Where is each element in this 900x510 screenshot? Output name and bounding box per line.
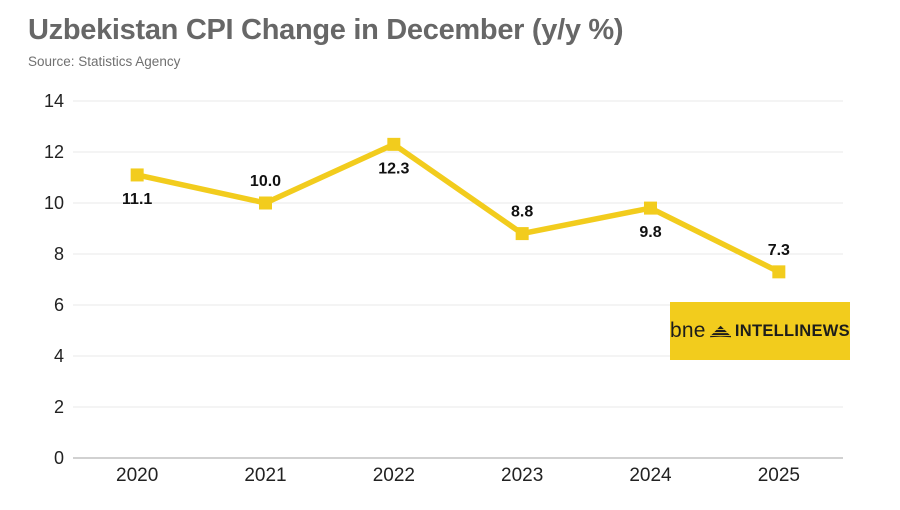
data-point-marker <box>387 137 401 151</box>
y-axis-tick-label: 14 <box>44 91 64 111</box>
y-axis-tick-label: 12 <box>44 142 64 162</box>
logo-bne-text: bne <box>670 319 706 342</box>
x-axis-tick-label: 2025 <box>758 465 800 486</box>
data-point-marker <box>772 265 786 279</box>
x-axis-tick-label: 2021 <box>244 465 286 486</box>
data-point-marker <box>644 201 657 215</box>
y-axis-tick-label: 10 <box>44 193 64 213</box>
data-point-label: 7.3 <box>768 242 790 259</box>
y-axis-tick-label: 4 <box>54 346 64 366</box>
data-point-marker <box>130 168 144 182</box>
x-axis-tick-label: 2020 <box>116 465 158 486</box>
x-axis-tick-label: 2024 <box>629 465 672 486</box>
chart-source-label: Source: Statistics Agency <box>28 54 181 69</box>
chart-title: Uzbekistan CPI Change in December (y/y %… <box>28 14 624 46</box>
logo-intellinews-text: INTELLINEWS <box>734 321 850 340</box>
y-axis-tick-label: 8 <box>54 244 64 264</box>
data-point-label: 12.3 <box>378 160 409 177</box>
x-axis-tick-label: 2023 <box>501 465 543 486</box>
y-axis-tick-label: 2 <box>54 397 64 417</box>
data-point-label: 8.8 <box>511 204 533 221</box>
data-point-label: 10.0 <box>250 173 281 190</box>
data-point-label: 11.1 <box>122 191 152 208</box>
mountain-icon <box>709 325 731 338</box>
cpi-series-line <box>136 141 781 275</box>
x-axis-tick-label: 2022 <box>373 465 415 486</box>
data-point-label: 9.8 <box>639 224 661 241</box>
data-point-marker <box>259 196 272 210</box>
y-axis-tick-label: 6 <box>54 295 64 315</box>
bne-intellinews-logo: bne INTELLINEWS <box>670 302 850 360</box>
y-axis-tick-label: 0 <box>54 448 64 468</box>
data-point-marker <box>515 227 529 241</box>
